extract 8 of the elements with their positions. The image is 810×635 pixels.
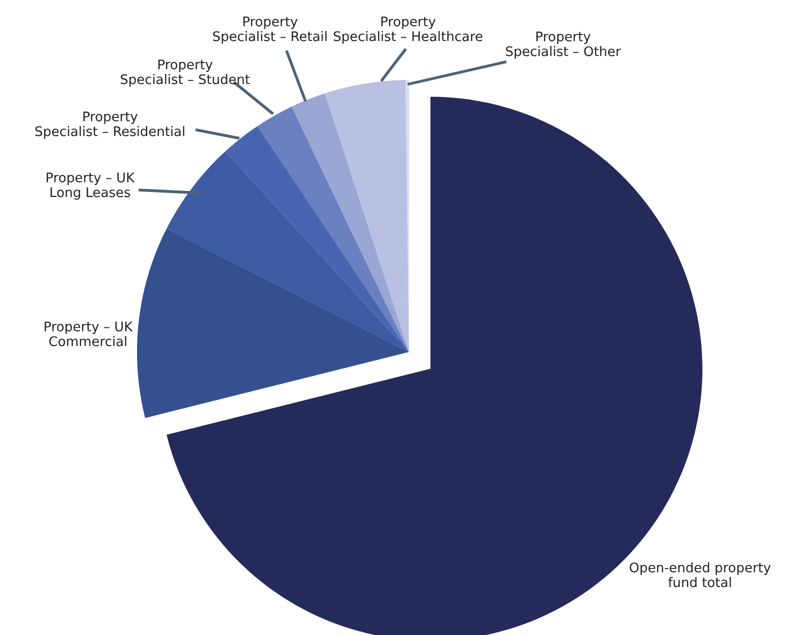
slice-label: Property Specialist – Healthcare bbox=[334, 16, 482, 44]
slice-label: Property Specialist – Other bbox=[506, 32, 621, 59]
slice-label: Property – UK Long Leases bbox=[46, 172, 135, 200]
slice-label: Property Specialist – Retail bbox=[213, 16, 327, 44]
slice-label: Property Specialist – Residential bbox=[35, 112, 184, 139]
slice-label: Open-ended property fund total bbox=[630, 562, 771, 588]
slice-label: Property – UK Commercial bbox=[44, 322, 133, 346]
slice-label: Property Specialist – Student bbox=[120, 60, 250, 87]
